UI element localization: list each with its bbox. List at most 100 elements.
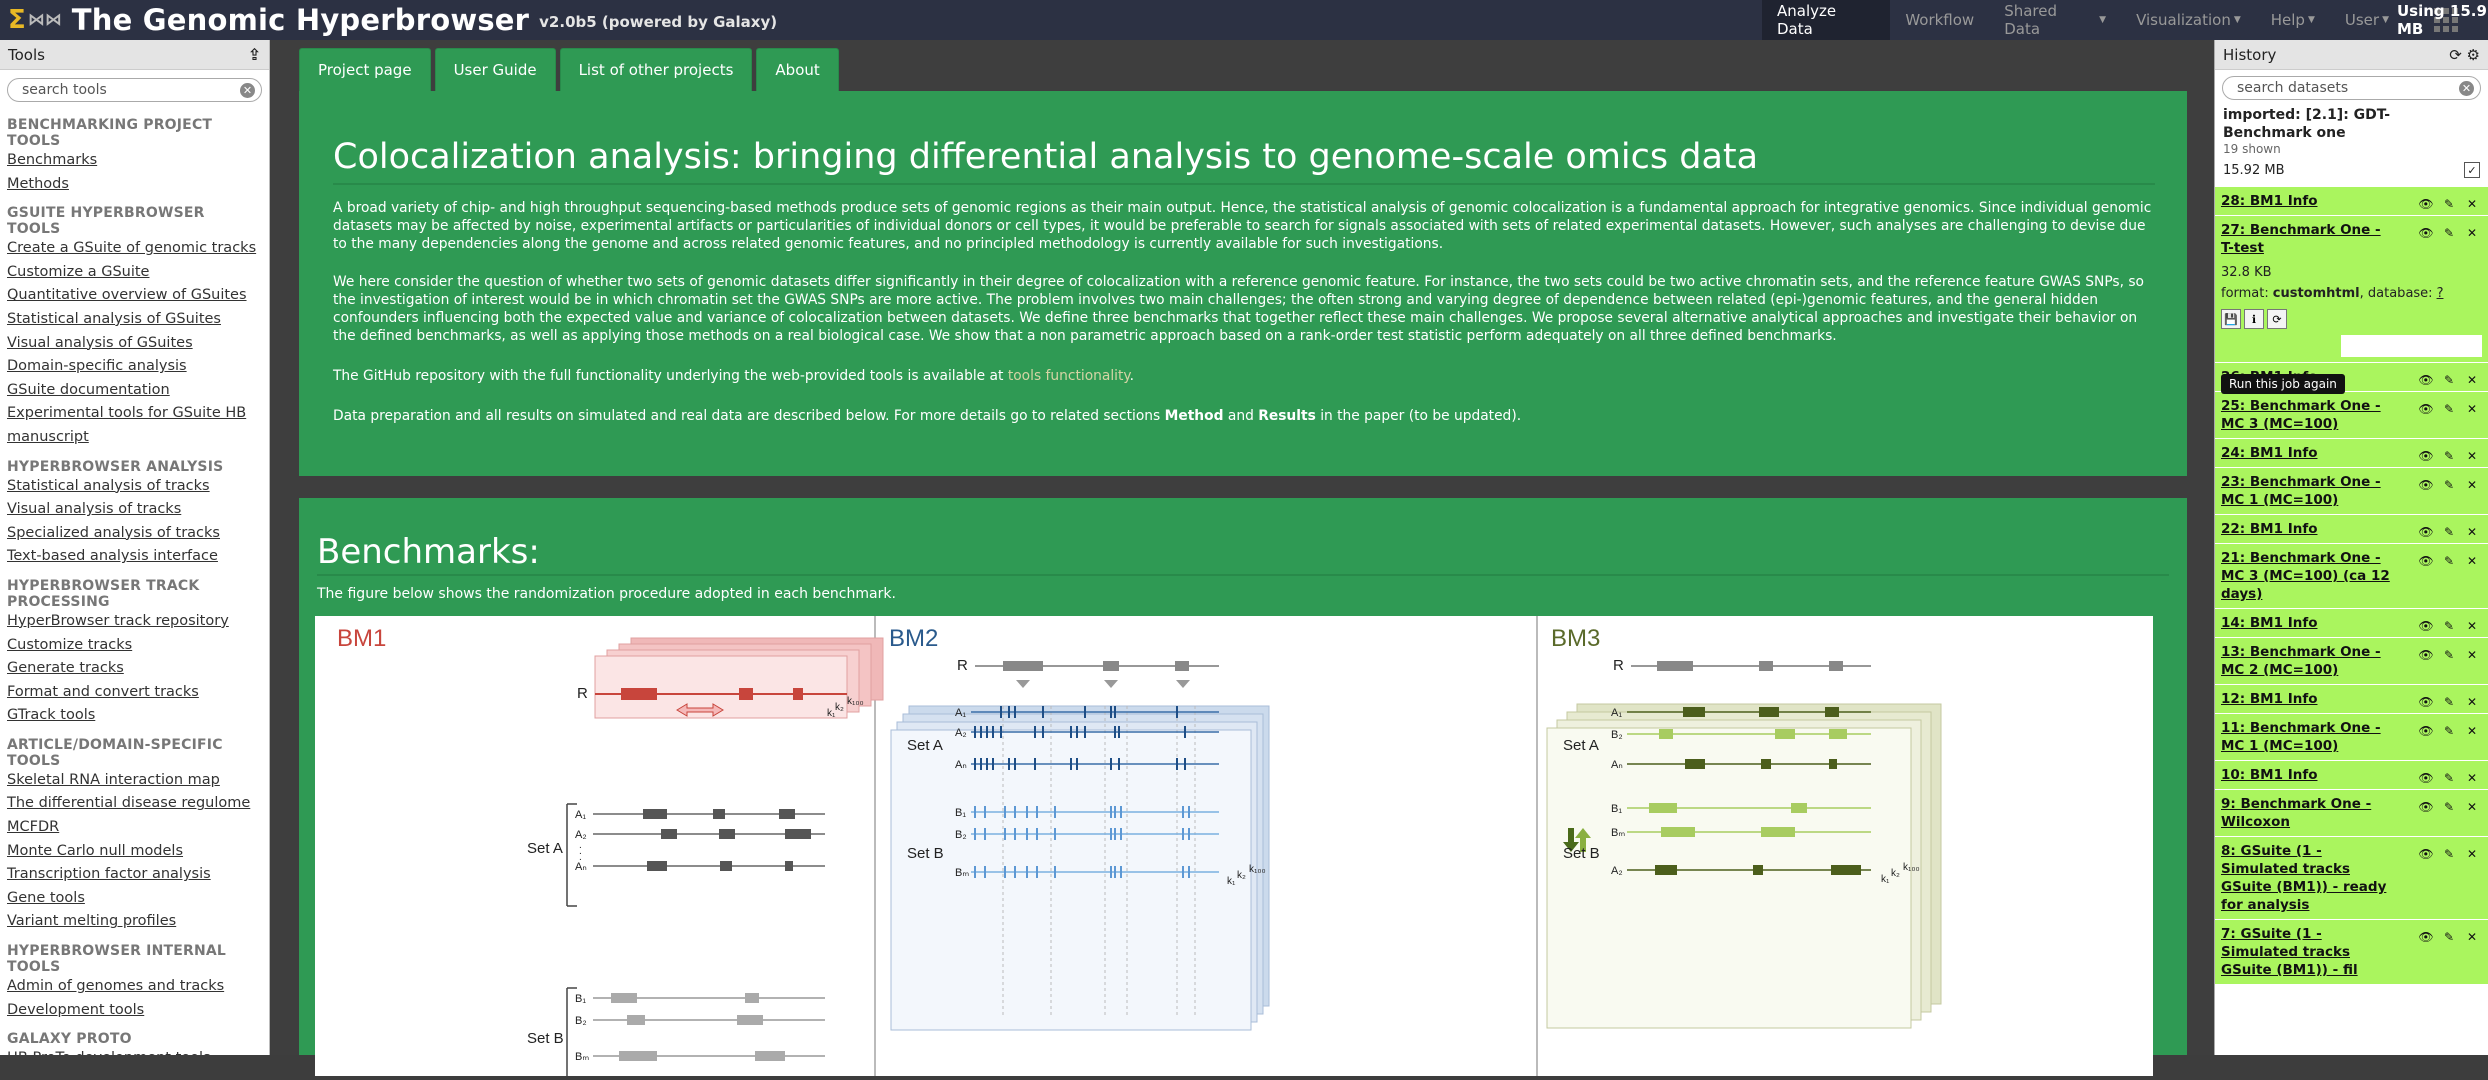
tab-other-projects[interactable]: List of other projects — [559, 48, 753, 92]
dataset-title[interactable]: 9: Benchmark One - Wilcoxon — [2221, 796, 2372, 830]
tool-link[interactable]: Create a GSuite of genomic tracks — [7, 240, 257, 257]
tool-link[interactable]: Statistical analysis of GSuites — [7, 310, 221, 327]
eye-icon[interactable]: 👁 — [2418, 619, 2434, 633]
delete-icon[interactable]: ✕ — [2466, 525, 2478, 539]
delete-icon[interactable]: ✕ — [2466, 449, 2478, 463]
delete-icon[interactable]: ✕ — [2466, 226, 2478, 240]
tool-link[interactable]: Domain-specific analysis — [7, 358, 187, 375]
history-dataset[interactable]: 23: Benchmark One - MC 1 (MC=100) 👁 ✎ ✕ — [2215, 467, 2488, 514]
eye-icon[interactable]: 👁 — [2418, 847, 2434, 861]
eye-icon[interactable]: 👁 — [2418, 724, 2434, 738]
history-dataset[interactable]: 28: BM1 Info 👁 ✎ ✕ — [2215, 186, 2488, 215]
eye-icon[interactable]: 👁 — [2418, 402, 2434, 416]
tool-link[interactable]: MCFDR — [7, 819, 60, 836]
eye-icon[interactable]: 👁 — [2418, 226, 2434, 240]
tool-link[interactable]: Gene tools — [7, 889, 85, 906]
pencil-icon[interactable]: ✎ — [2443, 478, 2455, 492]
delete-icon[interactable]: ✕ — [2466, 847, 2478, 861]
delete-icon[interactable]: ✕ — [2466, 771, 2478, 785]
info-icon[interactable]: ℹ — [2244, 309, 2264, 329]
eye-icon[interactable]: 👁 — [2418, 373, 2434, 387]
dataset-title[interactable]: 14: BM1 Info — [2221, 615, 2318, 631]
nav-user[interactable]: User ▼ — [2330, 0, 2404, 40]
delete-icon[interactable]: ✕ — [2466, 197, 2478, 211]
pencil-icon[interactable]: ✎ — [2443, 800, 2455, 814]
history-dataset[interactable]: 25: Benchmark One - MC 3 (MC=100) 👁 ✎ ✕ — [2215, 391, 2488, 438]
dataset-db[interactable]: ? — [2436, 286, 2444, 301]
pencil-icon[interactable]: ✎ — [2443, 648, 2455, 662]
tool-link[interactable]: Format and convert tracks — [7, 683, 199, 700]
tool-section-title[interactable]: GALAXY PROTO — [7, 1031, 132, 1048]
nav-visualization[interactable]: Visualization ▼ — [2121, 0, 2256, 40]
delete-icon[interactable]: ✕ — [2466, 930, 2478, 944]
tool-link[interactable]: Customize tracks — [7, 636, 133, 653]
tool-link[interactable]: GSuite documentation — [7, 381, 170, 398]
tool-link[interactable]: Customize a GSuite — [7, 263, 150, 280]
tool-link[interactable]: Visual analysis of GSuites — [7, 334, 193, 351]
dataset-title[interactable]: 11: Benchmark One - MC 1 (MC=100) — [2221, 720, 2381, 754]
tool-link[interactable]: Skeletal RNA interaction map — [7, 771, 220, 788]
dataset-title[interactable]: 24: BM1 Info — [2221, 445, 2318, 461]
rerun-icon[interactable]: ⟳ — [2267, 309, 2287, 329]
pencil-icon[interactable]: ✎ — [2443, 771, 2455, 785]
tool-link[interactable]: Development tools — [7, 1001, 145, 1018]
tool-link[interactable]: Generate tracks — [7, 660, 124, 677]
refresh-icon[interactable]: ⟳ — [2449, 45, 2462, 64]
tab-about[interactable]: About — [756, 48, 839, 92]
pencil-icon[interactable]: ✎ — [2443, 525, 2455, 539]
pencil-icon[interactable]: ✎ — [2443, 197, 2455, 211]
tool-link[interactable]: Benchmarks — [7, 152, 98, 168]
delete-icon[interactable]: ✕ — [2466, 478, 2478, 492]
tool-link[interactable]: Quantitative overview of GSuites — [7, 287, 247, 304]
tool-link[interactable]: Methods — [7, 175, 69, 192]
logo[interactable]: Σ ⋈⋈ The Genomic Hyperbrowser v2.0b5 (po… — [0, 0, 777, 40]
tool-link[interactable]: Visual analysis of tracks — [7, 501, 182, 518]
dataset-title[interactable]: 22: BM1 Info — [2221, 521, 2318, 537]
delete-icon[interactable]: ✕ — [2466, 648, 2478, 662]
pencil-icon[interactable]: ✎ — [2443, 402, 2455, 416]
eye-icon[interactable]: 👁 — [2418, 930, 2434, 944]
delete-icon[interactable]: ✕ — [2466, 619, 2478, 633]
tab-project-page[interactable]: Project page — [299, 48, 431, 92]
tool-link[interactable]: Admin of genomes and tracks — [7, 978, 225, 995]
pencil-icon[interactable]: ✎ — [2443, 847, 2455, 861]
delete-icon[interactable]: ✕ — [2466, 724, 2478, 738]
dataset-title[interactable]: 10: BM1 Info — [2221, 767, 2318, 783]
tool-section-title[interactable]: ARTICLE/DOMAIN-SPECIFIC TOOLS — [7, 736, 223, 769]
eye-icon[interactable]: 👁 — [2418, 648, 2434, 662]
tool-section-title[interactable]: GSUITE HYPERBROWSER TOOLS — [7, 205, 205, 238]
delete-icon[interactable]: ✕ — [2466, 695, 2478, 709]
tool-link[interactable]: GTrack tools — [7, 707, 96, 724]
history-dataset[interactable]: 12: BM1 Info 👁 ✎ ✕ — [2215, 684, 2488, 713]
eye-icon[interactable]: 👁 — [2418, 771, 2434, 785]
eye-icon[interactable]: 👁 — [2418, 478, 2434, 492]
tool-link[interactable]: Experimental tools for GSuite HB manuscr… — [7, 405, 247, 445]
apps-grid[interactable] — [2404, 0, 2488, 40]
tool-link[interactable]: HyperBrowser track repository — [7, 612, 229, 629]
pencil-icon[interactable]: ✎ — [2443, 619, 2455, 633]
history-dataset[interactable]: 22: BM1 Info 👁 ✎ ✕ — [2215, 514, 2488, 543]
tab-user-guide[interactable]: User Guide — [434, 48, 556, 92]
tools-functionality-link[interactable]: tools functionality — [1007, 368, 1130, 384]
tool-link[interactable]: Variant melting profiles — [7, 913, 177, 930]
history-name[interactable]: imported: [2.1]: GDT- Benchmark one — [2223, 107, 2391, 141]
tool-section-title[interactable]: HYPERBROWSER ANALYSIS — [7, 458, 224, 475]
dataset-title[interactable]: 23: Benchmark One - MC 1 (MC=100) — [2221, 474, 2381, 508]
pencil-icon[interactable]: ✎ — [2443, 695, 2455, 709]
pencil-icon[interactable]: ✎ — [2443, 449, 2455, 463]
eye-icon[interactable]: 👁 — [2418, 449, 2434, 463]
nav-workflow[interactable]: Workflow — [1905, 11, 1975, 29]
tool-section-title[interactable]: HYPERBROWSER TRACK PROCESSING — [7, 577, 200, 610]
history-dataset[interactable]: 24: BM1 Info 👁 ✎ ✕ — [2215, 438, 2488, 467]
pencil-icon[interactable]: ✎ — [2443, 724, 2455, 738]
gear-icon[interactable]: ⚙ — [2466, 45, 2480, 64]
nav-shared-data[interactable]: Shared Data ▼ — [1989, 0, 2121, 40]
clear-search-icon[interactable]: ✕ — [240, 82, 255, 98]
clear-search-icon[interactable]: ✕ — [2459, 80, 2474, 96]
history-dataset[interactable]: 10: BM1 Info 👁 ✎ ✕ — [2215, 760, 2488, 789]
dataset-title[interactable]: 28: BM1 Info — [2221, 193, 2318, 209]
tool-section-title[interactable]: HYPERBROWSER INTERNAL TOOLS — [7, 943, 227, 976]
history-dataset[interactable]: 13: Benchmark One - MC 2 (MC=100) 👁 ✎ ✕ — [2215, 637, 2488, 684]
tool-link[interactable]: Text-based analysis interface — [7, 548, 218, 565]
history-dataset[interactable]: 7: GSuite (1 - Simulated tracks GSuite (… — [2215, 919, 2488, 984]
